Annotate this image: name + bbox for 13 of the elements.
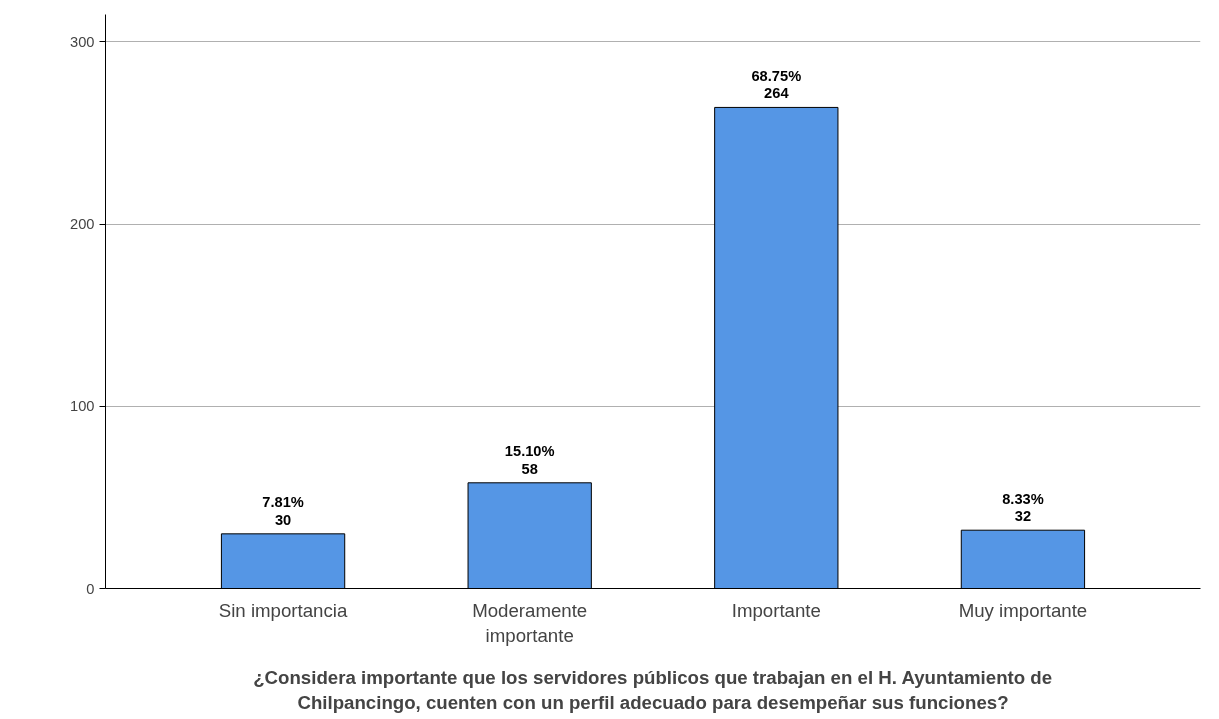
data-label: 15.10% 58 xyxy=(504,443,555,477)
x-tick-label: Moderamente importante xyxy=(472,599,588,646)
y-tick-label: 100 xyxy=(70,398,95,415)
y-tick-label: 300 xyxy=(70,33,95,50)
data-label: 8.33% 32 xyxy=(1002,490,1044,525)
x-tick-label: Sin importancia xyxy=(218,599,348,621)
data-label: 7.81% 30 xyxy=(262,494,304,528)
x-tick-label: Muy importante xyxy=(958,599,1088,621)
y-tick-label: 0 xyxy=(86,580,95,597)
x-tick-label: Importante xyxy=(731,599,821,621)
data-label: 68.75% 264 xyxy=(751,67,802,102)
y-tick-label: 200 xyxy=(70,216,95,233)
x-axis-title: ¿Considera importante que los servidores públicos que trabajan en el H. Ayuntamiento de Chilpancingo, cuenten con un perfil adecuado para desempeñar sus funciones? xyxy=(253,666,1053,713)
